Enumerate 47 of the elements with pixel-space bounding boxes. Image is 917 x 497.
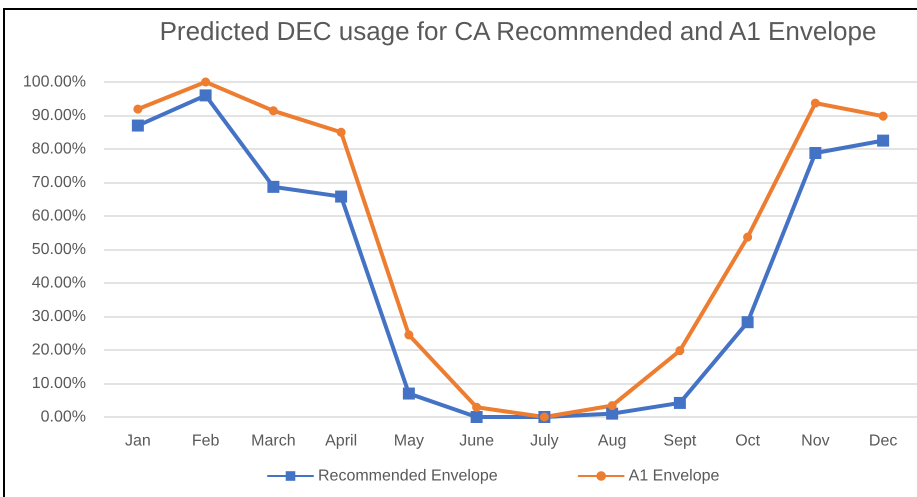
x-tick-label: June [459, 432, 494, 450]
point [201, 78, 210, 86]
point [335, 190, 348, 203]
point [674, 396, 686, 409]
y-tick-label: 20.00% [32, 342, 86, 358]
x-tick-label: Aug [598, 432, 626, 450]
x-tick-label: Dec [868, 432, 898, 450]
point [810, 98, 820, 108]
point [470, 411, 483, 423]
point [267, 180, 280, 193]
x-tick-label: Jan [124, 432, 151, 450]
chart-title: Predicted DEC usage for CA Recommended and A1 Envelope [160, 16, 876, 46]
y-tick-label: 50.00% [32, 241, 86, 258]
point [742, 316, 754, 328]
point [675, 346, 684, 356]
x-tick-label: July [530, 432, 559, 450]
point [336, 128, 346, 137]
y-tick-label: 30.00% [32, 308, 86, 325]
x-tick-label: April [325, 432, 358, 450]
x-tick-label: Feb [192, 432, 220, 450]
point [743, 232, 752, 242]
y-tick-label: 90.00% [32, 107, 86, 124]
y-tick-label: 70.00% [32, 174, 86, 191]
point [878, 112, 888, 121]
x-tick-label: Oct [735, 432, 761, 450]
point [402, 388, 415, 400]
y-tick-label: 10.00% [32, 375, 86, 392]
y-tick-label: 100.00% [22, 74, 86, 90]
x-tick-label: May [394, 432, 424, 450]
point [404, 330, 414, 340]
point [200, 89, 212, 102]
x-tick-label: March [251, 432, 296, 450]
legend-label: Recommended Envelope [318, 468, 498, 484]
x-tick-label: Sept [663, 432, 697, 450]
point [877, 134, 890, 147]
legend-label: A1 Envelope [628, 468, 720, 484]
point [132, 120, 144, 132]
y-tick-label: 40.00% [32, 274, 86, 292]
x-tick-label: Nov [801, 432, 830, 450]
point [809, 147, 822, 160]
y-tick-label: 80.00% [32, 140, 86, 158]
y-tick-label: 60.00% [32, 208, 86, 224]
point [133, 104, 142, 114]
point [472, 402, 482, 412]
point [268, 106, 278, 116]
y-tick-label: 0.00% [40, 408, 86, 426]
point [608, 401, 617, 410]
